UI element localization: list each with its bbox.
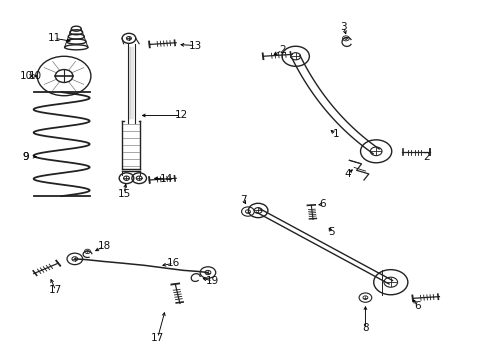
Text: 16: 16 [167,258,180,268]
Text: 15: 15 [117,189,130,199]
Text: 9: 9 [22,152,29,162]
Text: 9: 9 [22,152,29,162]
Text: 3: 3 [340,22,346,32]
Text: 17: 17 [151,333,164,343]
Text: 17: 17 [49,285,62,296]
Text: 5: 5 [327,227,334,237]
Text: 10: 10 [29,71,42,81]
Text: 10: 10 [20,71,33,81]
Text: 13: 13 [189,41,202,50]
Text: 6: 6 [319,199,325,210]
Text: 4: 4 [344,168,350,179]
Text: 1: 1 [332,130,338,139]
Text: 6: 6 [413,301,420,311]
Text: 8: 8 [362,324,368,333]
Text: 12: 12 [174,111,187,121]
Text: 2: 2 [279,45,285,55]
Text: 2: 2 [422,152,429,162]
Text: 14: 14 [160,174,173,184]
Text: 19: 19 [206,276,219,286]
Text: 7: 7 [240,195,246,205]
Text: 11: 11 [48,33,61,43]
Text: 18: 18 [97,241,110,251]
